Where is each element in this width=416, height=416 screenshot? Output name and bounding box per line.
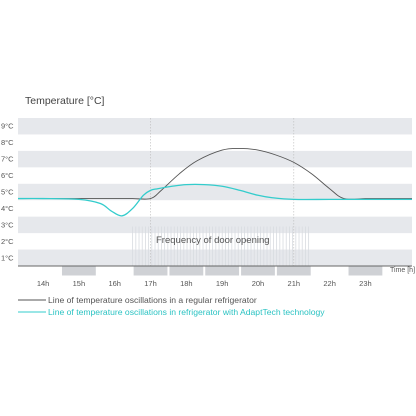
legend-label: Line of temperature oscillations in a re…	[48, 295, 257, 305]
x-tick-label: 22h	[323, 279, 336, 288]
chart-title: Temperature [°C]	[25, 95, 105, 107]
door-opening-marker	[133, 266, 168, 276]
x-tick-label: 17h	[144, 279, 157, 288]
door-opening-annotation: Frequency of door opening	[156, 235, 270, 246]
grid-band	[18, 150, 412, 168]
grid-band	[18, 249, 412, 266]
y-tick-label: 3°C	[1, 220, 14, 229]
y-tick-labels: 1°C 2°C 3°C 4°C 5°C 6°C 7°C 8°C 9°C	[1, 122, 14, 263]
door-opening-marker	[205, 266, 240, 276]
y-tick-label: 4°C	[1, 204, 14, 213]
x-tick-label: 16h	[108, 279, 121, 288]
grid-bands	[18, 118, 412, 266]
time-guides	[150, 118, 295, 266]
x-tick-label: 19h	[216, 279, 229, 288]
x-tick-label: 21h	[288, 279, 301, 288]
y-tick-label: 9°C	[1, 122, 14, 131]
grid-band	[18, 216, 412, 234]
door-opening-marker	[276, 266, 311, 276]
door-opening-marker	[348, 266, 383, 276]
x-tick-label: 20h	[252, 279, 265, 288]
door-opening-markers	[61, 266, 383, 276]
x-tick-label: 15h	[73, 279, 86, 288]
y-tick-label: 5°C	[1, 188, 14, 197]
series-line-regular	[18, 147, 412, 200]
x-axis-label: Time [h]	[390, 267, 415, 274]
door-opening-marker	[169, 266, 204, 276]
x-tick-label: 23h	[359, 279, 372, 288]
grid-band	[18, 118, 412, 135]
y-tick-label: 2°C	[1, 237, 14, 246]
x-tick-labels: 14h 15h 16h 17h 18h 19h 20h 21h 22h 23h	[37, 279, 372, 288]
series-lines	[17, 147, 412, 217]
door-opening-hatch	[132, 226, 310, 266]
y-tick-label: 8°C	[1, 138, 14, 147]
door-opening-marker	[241, 266, 275, 276]
y-tick-label: 7°C	[1, 155, 14, 164]
legend-label: Line of temperature oscillations in refr…	[48, 307, 325, 317]
y-tick-label: 6°C	[1, 171, 14, 180]
y-tick-label: 1°C	[1, 253, 14, 262]
x-tick-label: 18h	[180, 279, 193, 288]
legend: Line of temperature oscillations in a re…	[18, 295, 325, 317]
door-opening-marker	[61, 266, 96, 276]
grid-band	[18, 183, 412, 201]
x-tick-label: 14h	[37, 279, 50, 288]
series-line-adapttech	[17, 183, 412, 217]
